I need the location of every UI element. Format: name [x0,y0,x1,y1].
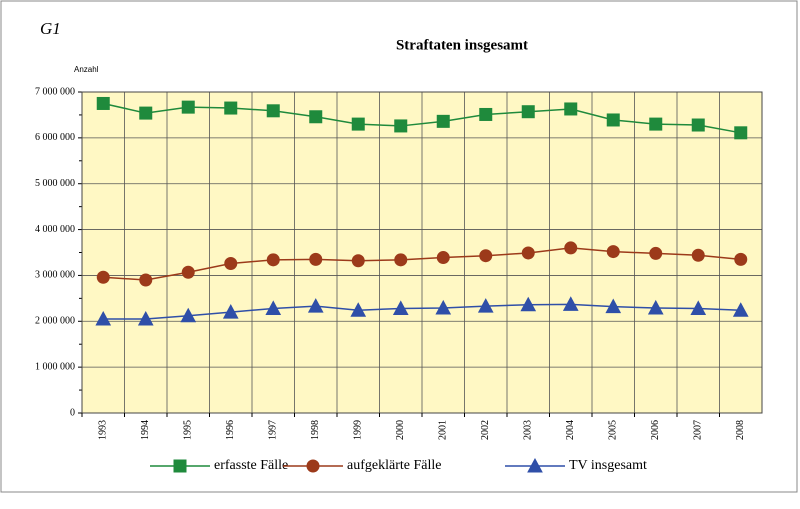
data-point [394,119,408,133]
data-point [647,299,664,315]
y-tick-label: 2 000 000 [35,316,75,327]
data-point [392,300,409,315]
data-point [139,273,153,287]
data-point [477,298,494,313]
data-point [394,253,408,267]
chart-label: G1 [40,19,61,38]
data-point [691,248,705,262]
data-point [606,113,620,127]
data-point [181,265,195,279]
legend-marker [527,457,543,473]
x-tick-label: 2003 [523,420,534,440]
series-line [103,102,741,134]
data-point [181,100,195,114]
x-tick-label: 2004 [565,420,576,440]
data-point [564,102,578,116]
x-tick-label: 1998 [310,420,321,440]
x-tick-label: 2006 [650,420,661,440]
data-point [309,252,323,266]
data-point [521,105,535,119]
legend-marker [173,459,187,473]
data-point [479,249,493,263]
data-point [690,300,707,315]
data-point [137,310,154,326]
series-line [103,247,741,281]
x-tick-label: 1996 [225,420,236,440]
chart-title: Straftaten insgesamt [396,37,528,53]
y-tick-label: 4 000 000 [35,224,75,235]
y-tick-label: 7 000 000 [35,86,75,97]
data-point [734,252,748,266]
x-tick-label: 1997 [268,420,279,440]
data-point [351,117,365,131]
data-point [222,304,239,319]
legend-label: aufgeklärte Fälle [347,458,441,473]
y-axis-label: Anzahl [74,65,99,74]
y-tick-label: 5 000 000 [35,178,75,189]
data-point [564,241,578,255]
data-point [691,118,705,132]
data-point [649,246,663,260]
data-point [95,310,112,326]
x-tick-label: 2005 [608,420,619,440]
data-point [520,296,537,312]
data-point [96,270,110,284]
y-tick-label: 1 000 000 [35,361,75,372]
series-line [103,303,741,320]
x-tick-label: 1994 [140,420,151,440]
y-tick-label: 3 000 000 [35,270,75,281]
data-point [436,251,450,265]
x-tick-label: 1999 [353,420,364,440]
data-point [649,117,663,131]
data-point [479,107,493,121]
data-point [521,246,535,260]
data-point [224,101,238,115]
data-point [180,307,197,323]
data-point [96,96,110,110]
data-point [309,110,323,124]
data-point [562,296,579,311]
y-tick-label: 6 000 000 [35,132,75,143]
legend-marker [306,459,320,473]
data-point [307,298,324,313]
data-point [436,114,450,128]
data-point [139,106,153,120]
data-point [266,104,280,118]
x-tick-label: 2001 [438,420,449,440]
legend-label: erfasste Fälle [214,458,288,473]
data-point [605,298,622,314]
data-point [435,299,452,315]
data-point [351,254,365,268]
x-tick-label: 1995 [183,420,194,440]
data-point [734,126,748,140]
data-point [224,257,238,271]
x-tick-label: 2000 [395,420,406,440]
x-tick-label: 2002 [480,420,491,440]
data-point [350,302,367,317]
x-tick-label: 1993 [98,420,109,440]
data-point [732,302,749,317]
x-tick-label: 2007 [693,420,704,440]
x-tick-label: 2008 [735,420,746,440]
data-point [266,253,280,267]
legend-label: TV insgesamt [569,458,647,473]
data-point [606,245,620,259]
y-tick-label: 0 [70,407,75,418]
data-point [265,300,282,315]
